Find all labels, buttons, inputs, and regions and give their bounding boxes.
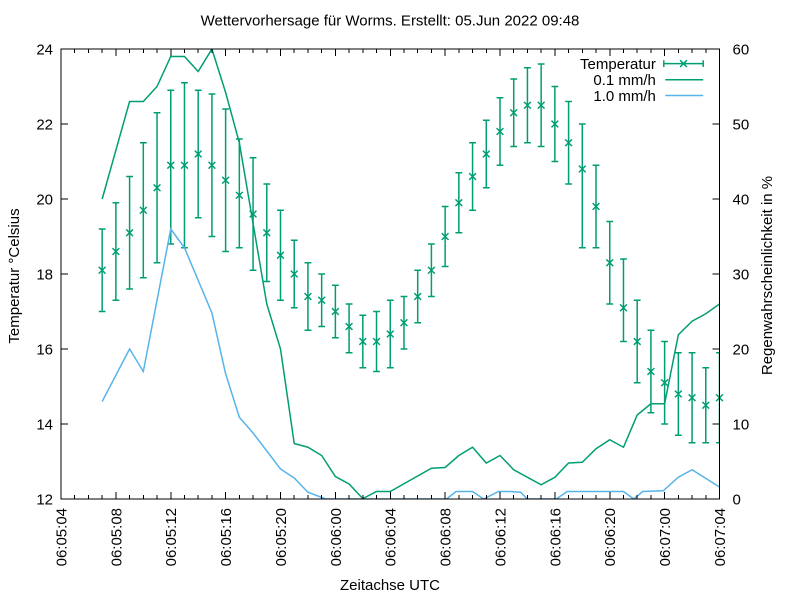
svg-text:06:07:04: 06:07:04 bbox=[712, 508, 729, 566]
svg-text:20: 20 bbox=[733, 341, 750, 358]
svg-text:12: 12 bbox=[36, 491, 53, 508]
svg-text:06:05:16: 06:05:16 bbox=[218, 508, 235, 566]
svg-text:06:05:04: 06:05:04 bbox=[53, 508, 70, 566]
svg-text:40: 40 bbox=[733, 191, 750, 208]
svg-text:10: 10 bbox=[733, 416, 750, 433]
svg-text:06:06:16: 06:06:16 bbox=[547, 508, 564, 566]
svg-text:0.1 mm/h: 0.1 mm/h bbox=[593, 72, 656, 89]
svg-text:Regenwahrscheinlichkeit in %: Regenwahrscheinlichkeit in % bbox=[759, 176, 776, 375]
svg-text:1.0 mm/h: 1.0 mm/h bbox=[593, 88, 656, 105]
svg-text:06:06:00: 06:06:00 bbox=[328, 508, 345, 566]
svg-text:06:07:00: 06:07:00 bbox=[657, 508, 674, 566]
svg-text:Wettervorhersage für Worms. Er: Wettervorhersage für Worms. Erstellt: 05… bbox=[201, 12, 580, 29]
svg-text:60: 60 bbox=[733, 41, 750, 58]
svg-text:22: 22 bbox=[36, 116, 53, 133]
svg-text:16: 16 bbox=[36, 341, 53, 358]
svg-text:06:05:12: 06:05:12 bbox=[163, 508, 180, 566]
svg-text:24: 24 bbox=[36, 41, 53, 58]
svg-text:06:06:20: 06:06:20 bbox=[602, 508, 619, 566]
svg-text:06:05:08: 06:05:08 bbox=[108, 508, 125, 566]
svg-text:30: 30 bbox=[733, 266, 750, 283]
svg-text:20: 20 bbox=[36, 191, 53, 208]
svg-text:18: 18 bbox=[36, 266, 53, 283]
svg-text:Zeitachse UTC: Zeitachse UTC bbox=[340, 577, 440, 594]
svg-text:14: 14 bbox=[36, 416, 53, 433]
svg-text:06:06:12: 06:06:12 bbox=[492, 508, 509, 566]
svg-text:06:06:08: 06:06:08 bbox=[438, 508, 455, 566]
svg-text:50: 50 bbox=[733, 116, 750, 133]
svg-text:Temperatur: Temperatur bbox=[580, 56, 656, 73]
svg-text:06:05:20: 06:05:20 bbox=[273, 508, 290, 566]
svg-text:0: 0 bbox=[733, 491, 741, 508]
svg-text:Temperatur °Celsius: Temperatur °Celsius bbox=[6, 208, 23, 343]
svg-text:06:06:04: 06:06:04 bbox=[383, 508, 400, 566]
